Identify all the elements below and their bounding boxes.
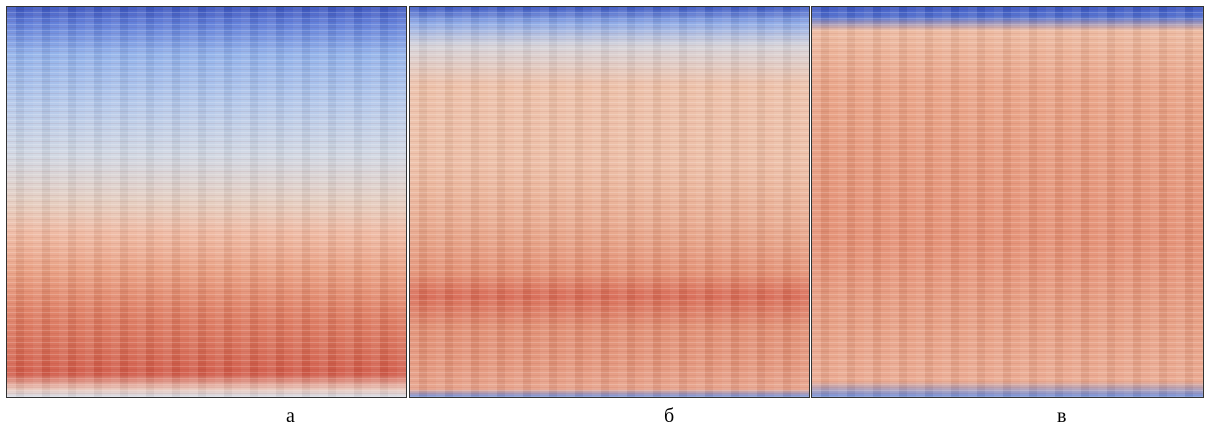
heatmap-panel: [811, 6, 1204, 398]
heatmap-texture: [410, 7, 809, 397]
panel-label: б: [664, 405, 675, 427]
heatmap-texture: [812, 7, 1203, 397]
heatmap-panel: [409, 6, 810, 398]
panel-label: в: [1057, 405, 1067, 427]
heatmap-texture: [7, 7, 406, 397]
heatmap-panel: [6, 6, 407, 398]
panel-label: а: [286, 405, 295, 427]
